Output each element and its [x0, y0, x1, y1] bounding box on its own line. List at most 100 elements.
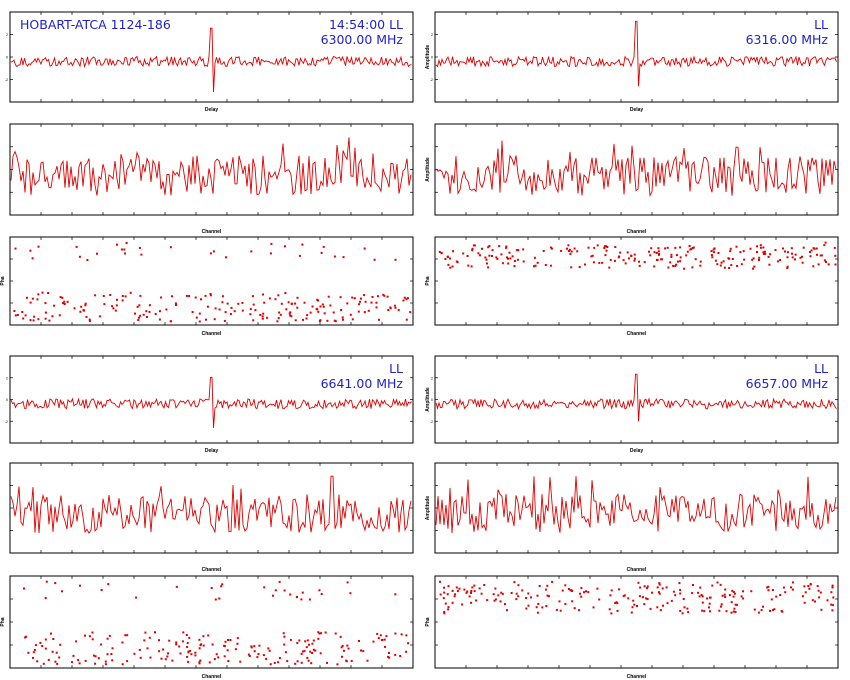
phase-point	[126, 660, 129, 663]
phase-point	[158, 650, 161, 653]
phase-point	[179, 652, 182, 655]
phase-point	[303, 650, 306, 653]
phase-point	[792, 581, 794, 584]
phase-point	[734, 603, 737, 606]
phase-point	[140, 253, 143, 256]
phase-point	[51, 650, 54, 653]
phase-point	[591, 254, 594, 257]
phase-point	[137, 319, 140, 321]
phase-point	[186, 646, 189, 648]
phase-point	[731, 589, 734, 592]
amplitude-trace	[435, 140, 837, 198]
phase-point	[342, 318, 344, 321]
phase-point	[363, 247, 366, 250]
phase-point	[691, 266, 694, 269]
phase-point	[88, 318, 91, 321]
phase-point	[762, 246, 765, 249]
phase-point	[700, 594, 703, 596]
phase-point	[590, 255, 593, 258]
phase-point	[801, 595, 804, 598]
phase-point	[294, 662, 297, 665]
phase-point	[507, 262, 510, 265]
phase-point	[724, 588, 727, 591]
phase-point	[31, 297, 34, 300]
phase-point	[63, 300, 66, 303]
phase-point	[762, 605, 764, 608]
phase-point	[488, 254, 491, 257]
phase-point	[516, 258, 519, 261]
phase-point	[479, 254, 481, 257]
delay-x-label: Delay	[630, 448, 644, 454]
phase-point	[358, 640, 360, 642]
phase-point	[171, 295, 173, 298]
phase-point	[109, 294, 112, 296]
phase-point	[657, 250, 660, 253]
phase-point	[609, 594, 612, 597]
delay-x-label: Delay	[630, 107, 644, 113]
phase-point	[786, 265, 789, 268]
phase-point	[513, 581, 516, 584]
phase-point	[683, 606, 686, 609]
phase-point	[494, 598, 497, 601]
phase-point	[227, 639, 229, 641]
phase-point	[567, 588, 570, 590]
phase-point	[221, 583, 224, 586]
phase-point	[712, 248, 715, 251]
phase-point	[33, 315, 36, 318]
phase-point	[657, 253, 660, 256]
phase-point	[269, 663, 272, 666]
phase-point	[79, 584, 81, 587]
phase-point	[449, 257, 451, 260]
phase-point	[731, 258, 734, 260]
phase-point	[284, 651, 287, 654]
phase-point	[501, 262, 504, 265]
phase-point	[681, 612, 684, 615]
phase-point	[165, 308, 168, 311]
phase-point	[740, 595, 743, 598]
phase-point	[94, 294, 97, 297]
phase-point	[605, 249, 608, 252]
phase-point	[262, 654, 265, 657]
phase-point	[233, 310, 236, 313]
phase-point	[389, 306, 392, 309]
phase-point	[674, 594, 677, 597]
frequency-label: 6641.00 MHz	[321, 376, 404, 391]
phase-point	[383, 638, 386, 641]
phase-point	[58, 314, 61, 317]
phase-point	[320, 632, 322, 635]
phase-point	[171, 659, 174, 662]
phase-point	[638, 264, 641, 267]
phase-point	[716, 581, 719, 584]
phase-point	[670, 256, 673, 258]
phase-point	[336, 663, 339, 666]
phase-point	[724, 596, 727, 598]
phase-point	[376, 632, 379, 635]
phase-point	[487, 246, 490, 249]
phase-point	[742, 597, 745, 600]
phase-point	[407, 642, 410, 645]
phase-point	[719, 264, 722, 267]
phase-point	[603, 247, 606, 249]
phase-point	[110, 653, 113, 655]
phase-point	[794, 258, 796, 261]
phase-point	[332, 311, 335, 314]
phase-point	[493, 599, 496, 602]
time-pol-label: LL	[389, 361, 403, 376]
phase-point	[657, 591, 660, 594]
phase-point	[468, 595, 471, 598]
phase-point	[622, 259, 625, 262]
phase-point	[786, 267, 789, 270]
phase-point	[298, 639, 301, 642]
phase-point	[33, 649, 36, 651]
phase-point	[202, 644, 205, 647]
phase-point	[16, 314, 19, 316]
phase-point	[742, 250, 745, 253]
phase-point	[111, 305, 114, 308]
phase-point	[175, 641, 178, 644]
phase-point	[752, 257, 755, 260]
phase-point	[327, 295, 330, 298]
phase-point	[610, 589, 613, 592]
phase-point	[278, 657, 281, 659]
phase-point	[812, 247, 815, 250]
phase-point	[781, 610, 784, 613]
